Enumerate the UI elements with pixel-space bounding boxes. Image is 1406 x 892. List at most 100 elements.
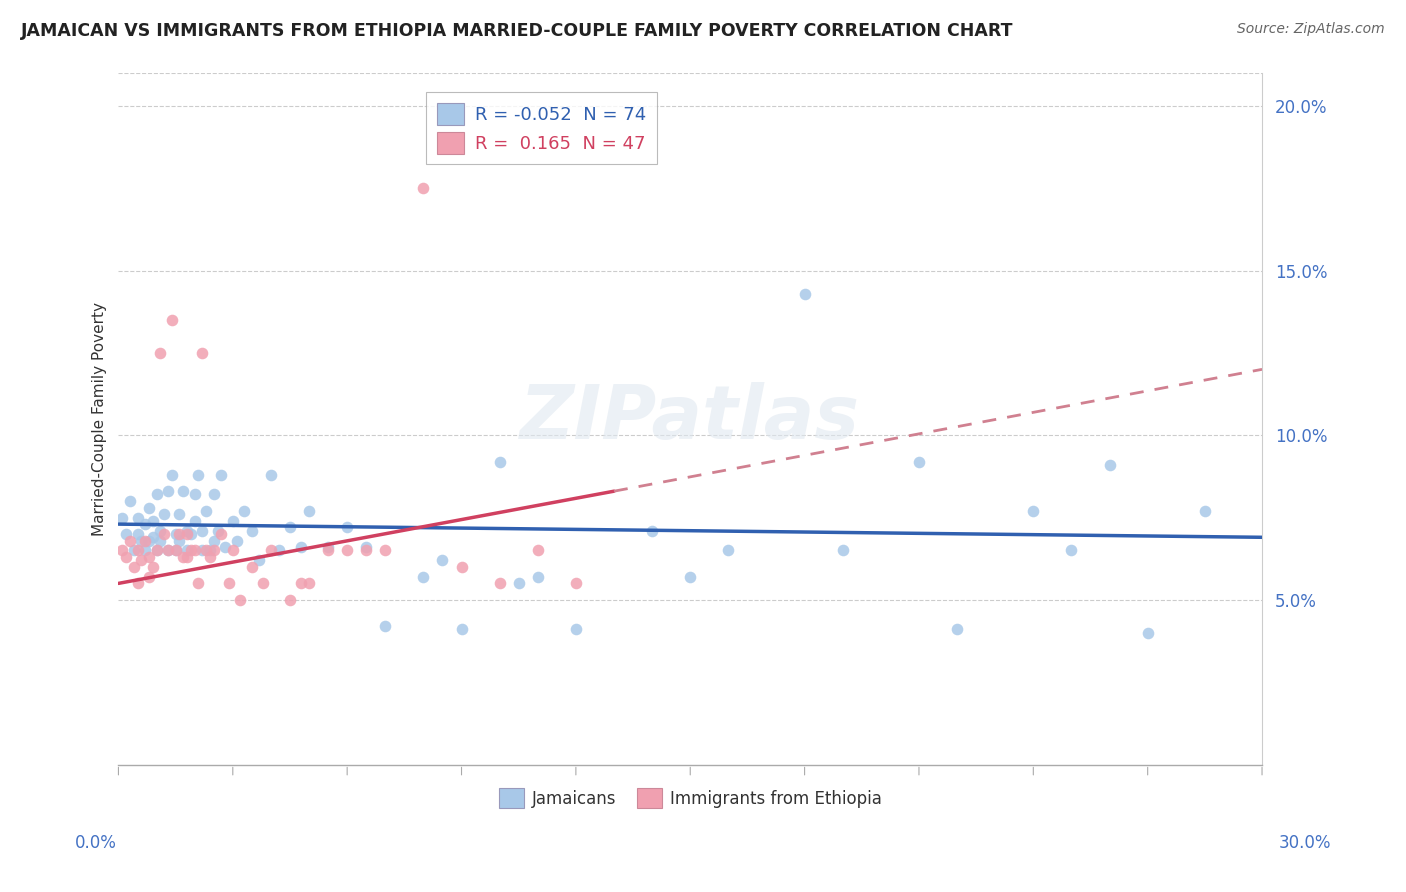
- Point: [172, 484, 194, 499]
- Point: [142, 514, 165, 528]
- Point: [526, 543, 548, 558]
- Point: [290, 576, 312, 591]
- Point: [131, 533, 153, 548]
- Point: [165, 543, 187, 558]
- Point: [202, 533, 225, 548]
- Point: [145, 543, 167, 558]
- Point: [176, 527, 198, 541]
- Text: 0.0%: 0.0%: [75, 834, 117, 852]
- Point: [260, 543, 283, 558]
- Point: [222, 543, 245, 558]
- Point: [115, 527, 138, 541]
- Point: [374, 619, 396, 633]
- Point: [138, 533, 160, 548]
- Point: [290, 540, 312, 554]
- Point: [222, 514, 245, 528]
- Point: [153, 508, 176, 522]
- Point: [122, 543, 145, 558]
- Point: [191, 543, 214, 558]
- Point: [127, 510, 149, 524]
- Point: [336, 543, 359, 558]
- Point: [526, 570, 548, 584]
- Point: [180, 543, 202, 558]
- Point: [450, 560, 472, 574]
- Point: [831, 543, 853, 558]
- Point: [267, 543, 290, 558]
- Point: [1194, 504, 1216, 518]
- Point: [316, 543, 339, 558]
- Point: [641, 524, 664, 538]
- Point: [336, 520, 359, 534]
- Point: [412, 570, 434, 584]
- Point: [165, 543, 187, 558]
- Point: [412, 181, 434, 195]
- Point: [252, 576, 274, 591]
- Point: [138, 500, 160, 515]
- Point: [134, 543, 156, 558]
- Point: [1136, 625, 1159, 640]
- Point: [278, 520, 301, 534]
- Point: [565, 576, 588, 591]
- Point: [160, 467, 183, 482]
- Text: ZIPatlas: ZIPatlas: [520, 383, 860, 455]
- Point: [209, 527, 232, 541]
- Point: [149, 346, 172, 360]
- Point: [118, 533, 141, 548]
- Point: [187, 576, 209, 591]
- Point: [191, 524, 214, 538]
- Point: [169, 508, 191, 522]
- Point: [183, 543, 205, 558]
- Point: [118, 494, 141, 508]
- Point: [225, 533, 247, 548]
- Point: [122, 560, 145, 574]
- Point: [176, 543, 198, 558]
- Point: [115, 549, 138, 564]
- Point: [202, 487, 225, 501]
- Point: [298, 504, 321, 518]
- Point: [195, 543, 218, 558]
- Point: [316, 540, 339, 554]
- Point: [191, 346, 214, 360]
- Point: [187, 467, 209, 482]
- Text: JAMAICAN VS IMMIGRANTS FROM ETHIOPIA MARRIED-COUPLE FAMILY POVERTY CORRELATION C: JAMAICAN VS IMMIGRANTS FROM ETHIOPIA MAR…: [21, 22, 1014, 40]
- Point: [176, 524, 198, 538]
- Point: [565, 623, 588, 637]
- Point: [138, 549, 160, 564]
- Point: [160, 313, 183, 327]
- Point: [1098, 458, 1121, 472]
- Point: [218, 576, 240, 591]
- Point: [111, 510, 134, 524]
- Point: [298, 576, 321, 591]
- Point: [508, 576, 530, 591]
- Point: [679, 570, 702, 584]
- Point: [240, 524, 263, 538]
- Point: [207, 524, 229, 538]
- Point: [354, 540, 377, 554]
- Point: [198, 549, 221, 564]
- Point: [172, 549, 194, 564]
- Point: [156, 484, 179, 499]
- Point: [134, 533, 156, 548]
- Point: [183, 487, 205, 501]
- Point: [946, 623, 969, 637]
- Point: [374, 543, 396, 558]
- Point: [793, 286, 815, 301]
- Point: [153, 527, 176, 541]
- Point: [142, 560, 165, 574]
- Text: 30.0%: 30.0%: [1278, 834, 1331, 852]
- Point: [229, 592, 252, 607]
- Point: [209, 467, 232, 482]
- Point: [260, 467, 283, 482]
- Point: [240, 560, 263, 574]
- Point: [131, 553, 153, 567]
- Point: [127, 576, 149, 591]
- Point: [354, 543, 377, 558]
- Point: [127, 543, 149, 558]
- Point: [145, 543, 167, 558]
- Point: [278, 592, 301, 607]
- Point: [1060, 543, 1083, 558]
- Point: [233, 504, 256, 518]
- Point: [145, 487, 167, 501]
- Point: [180, 527, 202, 541]
- Point: [488, 454, 510, 468]
